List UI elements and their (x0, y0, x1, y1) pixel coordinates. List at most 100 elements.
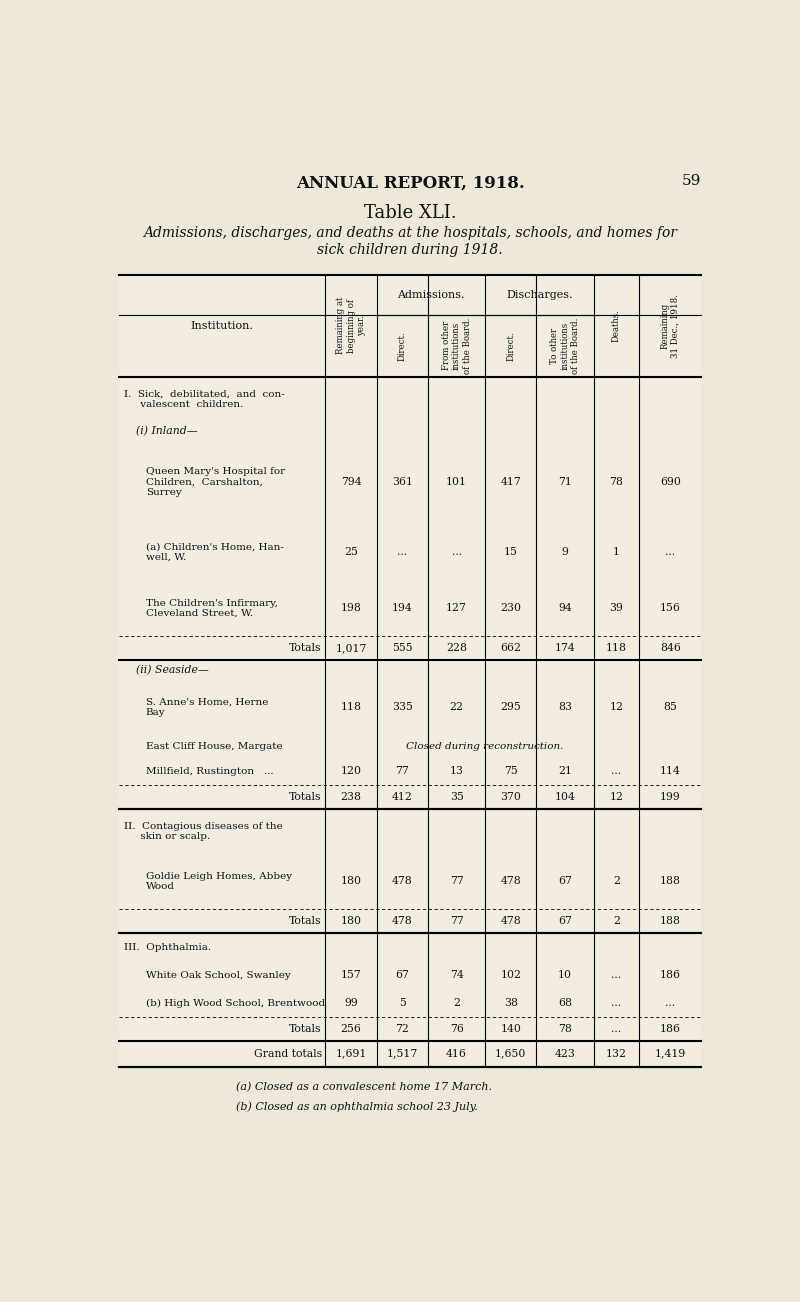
Text: 35: 35 (450, 793, 463, 802)
Text: Totals: Totals (290, 917, 322, 926)
Text: 77: 77 (450, 876, 463, 887)
Text: 238: 238 (341, 793, 362, 802)
Text: 478: 478 (392, 917, 413, 926)
Text: 1,691: 1,691 (335, 1048, 367, 1059)
Text: Goldie Leigh Homes, Abbey
Wood: Goldie Leigh Homes, Abbey Wood (146, 871, 292, 891)
Text: Discharges.: Discharges. (506, 289, 573, 299)
Text: 67: 67 (395, 970, 410, 980)
Text: Totals: Totals (290, 1023, 322, 1034)
Text: 72: 72 (395, 1023, 410, 1034)
Text: 71: 71 (558, 478, 572, 487)
Text: 38: 38 (504, 999, 518, 1008)
Text: 186: 186 (660, 970, 681, 980)
Text: 15: 15 (504, 547, 518, 557)
Text: Direct.: Direct. (506, 331, 515, 361)
Text: (a) Children's Home, Han-
well, W.: (a) Children's Home, Han- well, W. (146, 543, 284, 562)
Text: 198: 198 (341, 603, 362, 613)
Text: East Cliff House, Margate: East Cliff House, Margate (146, 742, 282, 751)
Text: From other
institutions
of the Board.: From other institutions of the Board. (442, 318, 471, 374)
Text: To other
institutions
of the Board.: To other institutions of the Board. (550, 318, 580, 374)
Text: ANNUAL REPORT, 1918.: ANNUAL REPORT, 1918. (296, 174, 524, 191)
Text: 99: 99 (344, 999, 358, 1008)
Text: 59: 59 (682, 174, 702, 189)
Text: 2: 2 (613, 876, 620, 887)
Text: 78: 78 (610, 478, 623, 487)
Text: 39: 39 (610, 603, 623, 613)
Text: 118: 118 (606, 643, 627, 654)
Text: 174: 174 (554, 643, 575, 654)
Text: (a) Closed as a convalescent home 17 March.: (a) Closed as a convalescent home 17 Mar… (237, 1082, 492, 1092)
Text: White Oak School, Swanley: White Oak School, Swanley (146, 970, 290, 979)
Text: 74: 74 (450, 970, 463, 980)
Text: Deaths.: Deaths. (612, 309, 621, 342)
Text: Totals: Totals (290, 793, 322, 802)
Text: 13: 13 (450, 767, 464, 776)
Text: 228: 228 (446, 643, 467, 654)
Text: Queen Mary's Hospital for
Children,  Carshalton,
Surrey: Queen Mary's Hospital for Children, Cars… (146, 467, 285, 497)
Text: ...: ... (611, 999, 622, 1008)
Text: The Children's Infirmary,
Cleveland Street, W.: The Children's Infirmary, Cleveland Stre… (146, 599, 278, 618)
Text: 9: 9 (562, 547, 569, 557)
Text: Admissions.: Admissions. (398, 289, 465, 299)
Text: 256: 256 (341, 1023, 362, 1034)
Text: 10: 10 (558, 970, 572, 980)
Text: 186: 186 (660, 1023, 681, 1034)
Text: 2: 2 (453, 999, 460, 1008)
Text: 5: 5 (399, 999, 406, 1008)
Text: 794: 794 (341, 478, 362, 487)
Text: Direct.: Direct. (398, 331, 407, 361)
Text: (i) Inland—: (i) Inland— (136, 426, 198, 436)
Text: 1,650: 1,650 (495, 1048, 526, 1059)
Text: 21: 21 (558, 767, 572, 776)
Text: 67: 67 (558, 917, 572, 926)
Text: (b) Closed as an ophthalmia school 23 July.: (b) Closed as an ophthalmia school 23 Ju… (237, 1101, 478, 1112)
Text: ...: ... (451, 547, 462, 557)
Text: 555: 555 (392, 643, 413, 654)
Text: ...: ... (665, 547, 675, 557)
Text: S. Anne's Home, Herne
Bay: S. Anne's Home, Herne Bay (146, 698, 268, 717)
Text: Closed during reconstruction.: Closed during reconstruction. (406, 742, 564, 751)
Text: 478: 478 (501, 917, 521, 926)
Text: 230: 230 (500, 603, 522, 613)
Bar (118, 275, 702, 1066)
Text: 188: 188 (660, 876, 681, 887)
Text: 77: 77 (450, 917, 463, 926)
Text: 2: 2 (613, 917, 620, 926)
Text: 127: 127 (446, 603, 467, 613)
Text: Admissions, discharges, and deaths at the hospitals, schools, and homes for
sick: Admissions, discharges, and deaths at th… (143, 227, 677, 256)
Text: 118: 118 (341, 702, 362, 712)
Text: 157: 157 (341, 970, 362, 980)
Text: I.  Sick,  debilitated,  and  con-
     valescent  children.: I. Sick, debilitated, and con- valescent… (123, 389, 284, 409)
Text: 1,517: 1,517 (386, 1048, 418, 1059)
Text: 77: 77 (395, 767, 410, 776)
Text: 22: 22 (450, 702, 464, 712)
Text: 104: 104 (554, 793, 575, 802)
Text: 132: 132 (606, 1048, 627, 1059)
Text: Institution.: Institution. (190, 320, 254, 331)
Text: 94: 94 (558, 603, 572, 613)
Text: 423: 423 (554, 1048, 575, 1059)
Text: 12: 12 (610, 793, 623, 802)
Text: 199: 199 (660, 793, 681, 802)
Text: Totals: Totals (290, 643, 322, 654)
Text: Grand totals: Grand totals (254, 1048, 322, 1059)
Text: 12: 12 (610, 702, 623, 712)
Text: (b) High Wood School, Brentwood: (b) High Wood School, Brentwood (146, 999, 325, 1008)
Text: 85: 85 (663, 702, 677, 712)
Text: 370: 370 (500, 793, 522, 802)
Text: 295: 295 (501, 702, 521, 712)
Text: (ii) Seaside—: (ii) Seaside— (136, 664, 209, 674)
Text: 188: 188 (660, 917, 681, 926)
Text: 140: 140 (500, 1023, 522, 1034)
Text: 180: 180 (341, 876, 362, 887)
Text: 335: 335 (392, 702, 413, 712)
Text: 68: 68 (558, 999, 572, 1008)
Text: 78: 78 (558, 1023, 572, 1034)
Text: 101: 101 (446, 478, 467, 487)
Text: 25: 25 (344, 547, 358, 557)
Text: 114: 114 (660, 767, 681, 776)
Text: ...: ... (398, 547, 407, 557)
Text: 690: 690 (660, 478, 681, 487)
Text: 417: 417 (501, 478, 521, 487)
Text: 75: 75 (504, 767, 518, 776)
